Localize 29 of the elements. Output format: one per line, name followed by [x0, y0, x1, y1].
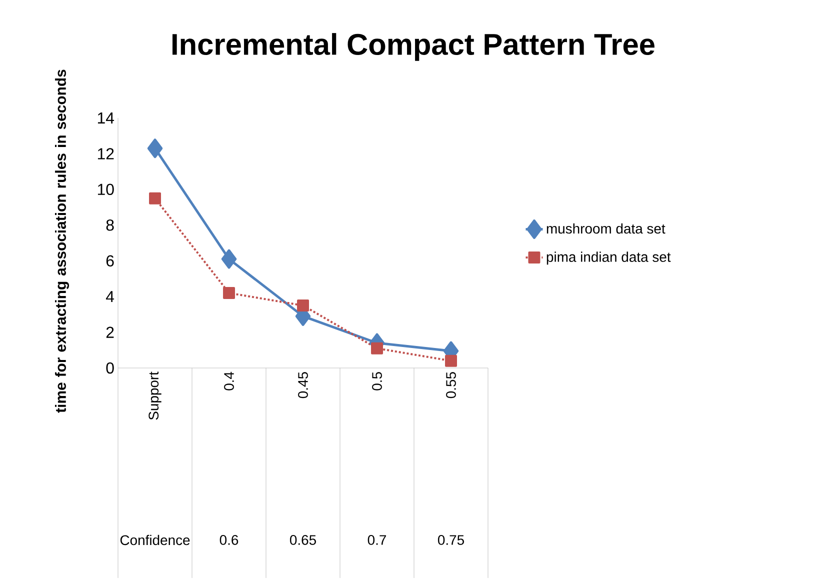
x-tick-label: 0.5 — [372, 372, 382, 390]
y-tick-label: 8 — [106, 219, 114, 231]
y-tick-label: 10 — [98, 184, 114, 196]
text: 0.65 — [290, 535, 316, 545]
text: 0.75 — [438, 535, 464, 545]
point — [445, 354, 458, 367]
y-tick-label: 12 — [98, 148, 114, 160]
y-tick-label: 6 — [106, 255, 114, 266]
text: Confidence — [120, 534, 190, 546]
point — [147, 138, 163, 158]
text: 0.7 — [368, 535, 386, 545]
chart-title: Incremental Compact Pattern Tree — [172, 33, 654, 61]
x-tick-label: Support — [148, 372, 162, 420]
y-tick-label: 2 — [106, 326, 114, 338]
y-tick-label: 0 — [106, 362, 114, 374]
point — [371, 342, 384, 354]
text: 0.6 — [220, 535, 238, 545]
point — [223, 286, 236, 299]
point — [297, 299, 310, 312]
point — [221, 249, 237, 269]
legend-label: pima indian data set — [546, 252, 671, 265]
x-tick-label: 0.4 — [224, 372, 234, 390]
y-tick-label: 4 — [106, 291, 114, 302]
y-axis-title: time for extracting association rules in seconds — [55, 70, 70, 413]
x-tick-label: 0.45 — [298, 372, 308, 398]
point — [149, 192, 162, 204]
legend-label: mushroom data set — [546, 223, 666, 234]
x-tick-label: 0.55 — [446, 372, 456, 398]
y-tick-label: 14 — [98, 112, 114, 124]
